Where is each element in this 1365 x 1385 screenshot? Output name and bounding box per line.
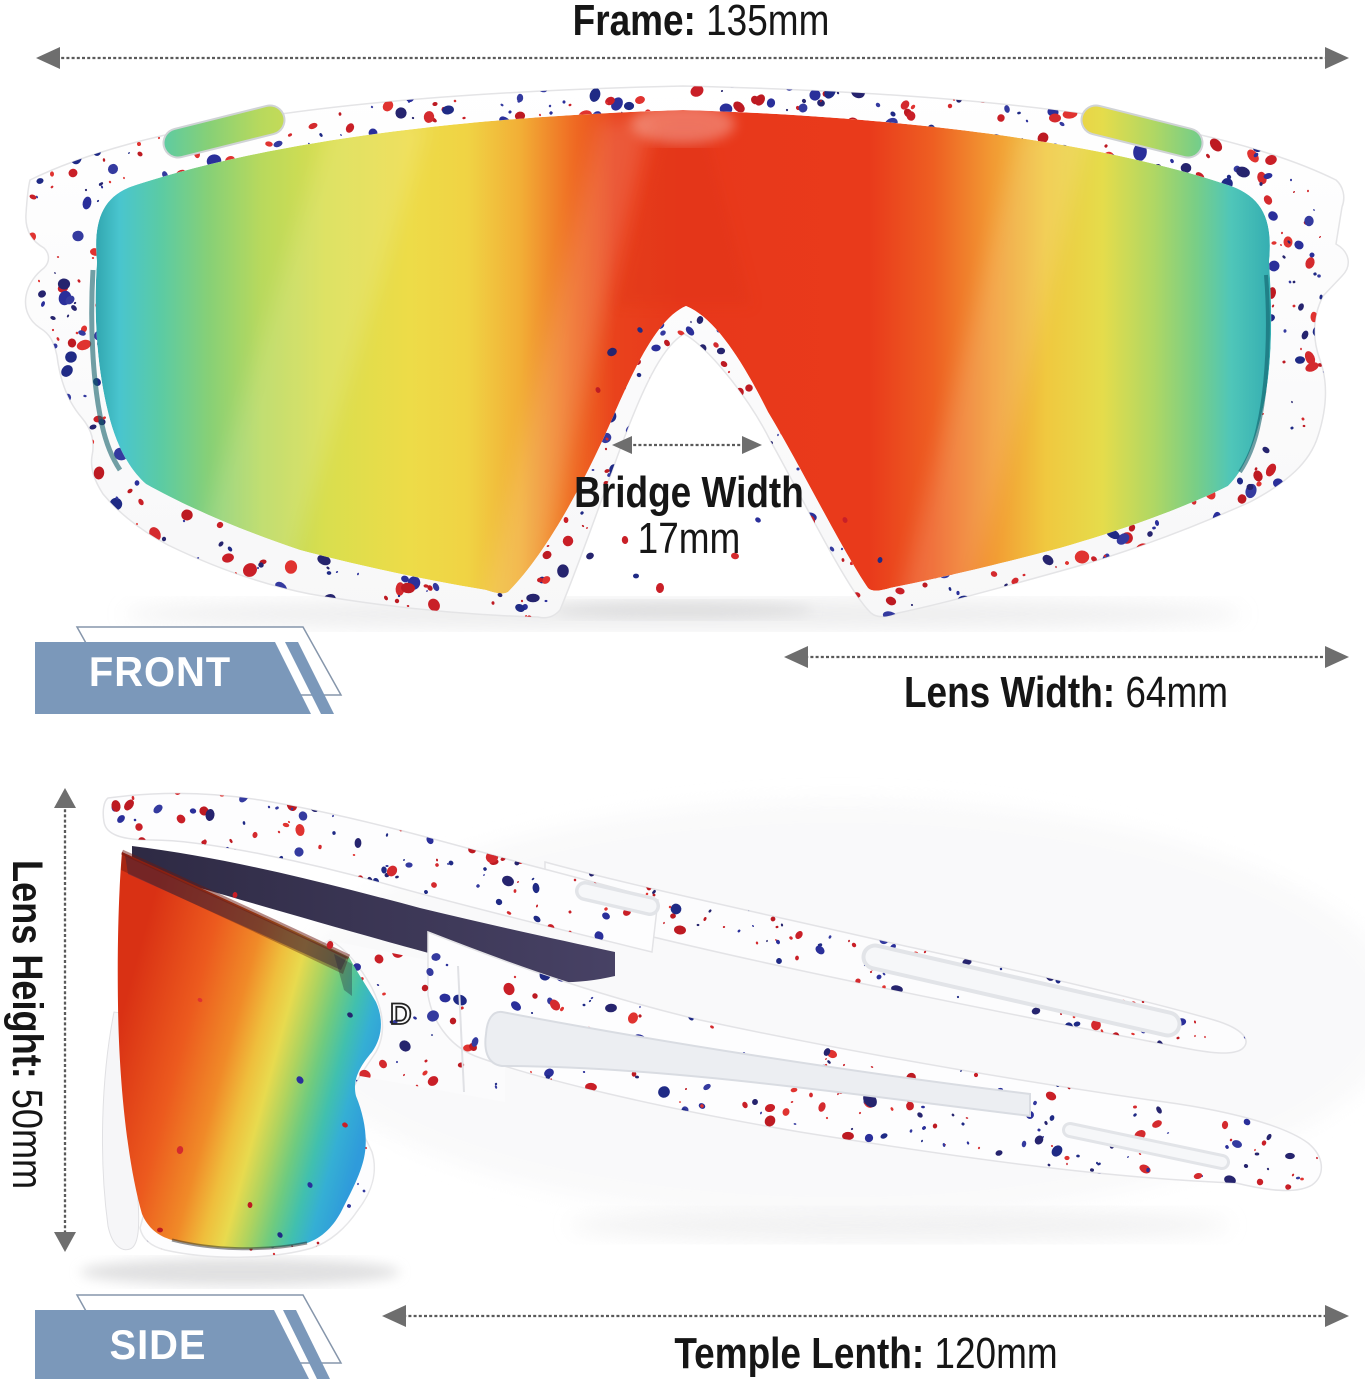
svg-text:D: D — [390, 998, 412, 1031]
